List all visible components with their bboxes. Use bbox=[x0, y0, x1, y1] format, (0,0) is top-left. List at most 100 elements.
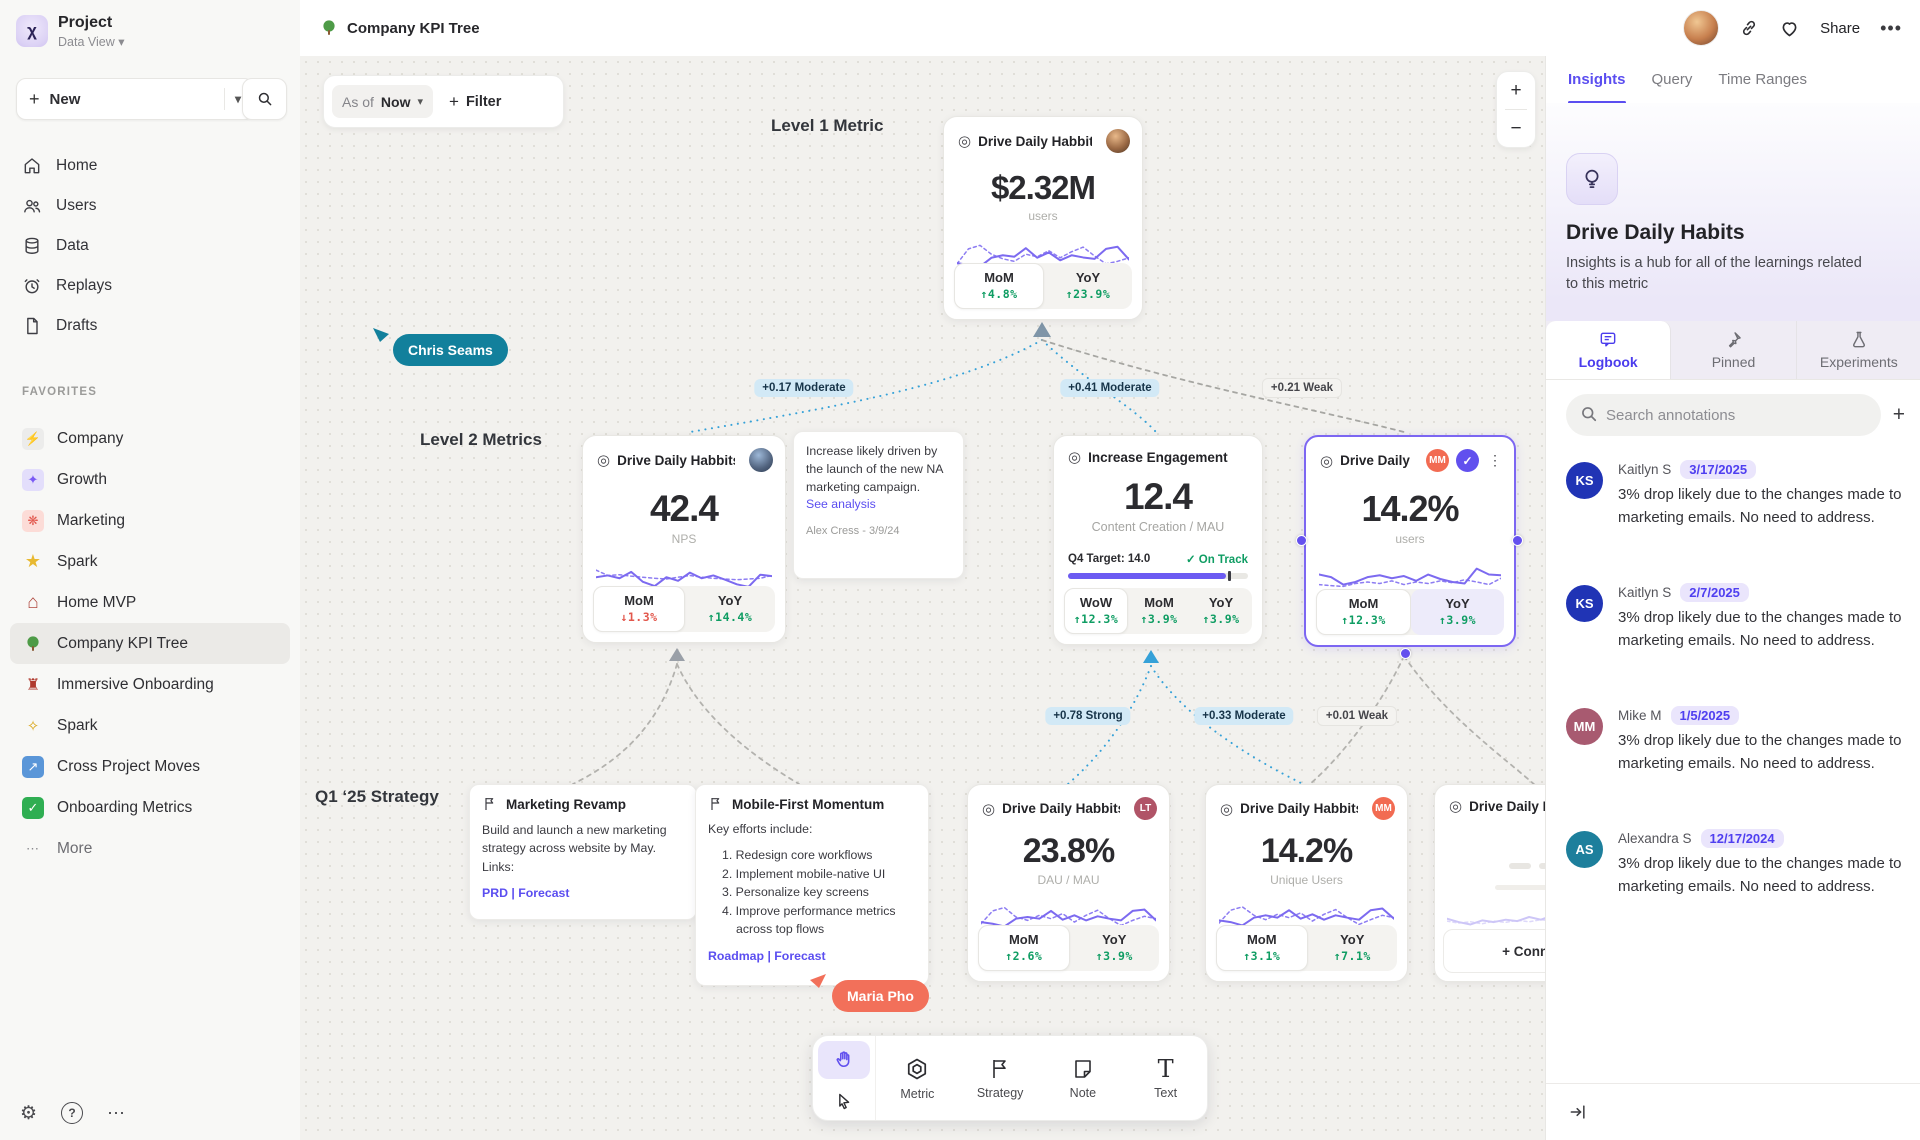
insights-panel: Insights Query Time Ranges Drive Daily H… bbox=[1545, 56, 1920, 1140]
stat-mom[interactable]: MoM ↑4.8% bbox=[954, 263, 1044, 309]
stat-mom[interactable]: MoM ↑3.9% bbox=[1140, 595, 1178, 626]
as-of-dropdown[interactable]: As of Now ▾ bbox=[332, 85, 433, 118]
overflow-menu-icon[interactable]: ••• bbox=[1880, 17, 1902, 38]
strategy-card-marketing-revamp[interactable]: Marketing Revamp Build and launch a new … bbox=[469, 784, 697, 920]
kpi-tree-canvas[interactable]: As of Now ▾ + Filter + − Level 1 Metric … bbox=[300, 56, 1545, 1140]
sidebar-search-button[interactable] bbox=[242, 78, 287, 120]
share-button[interactable]: Share bbox=[1820, 19, 1861, 37]
metric-target-icon: ◎ bbox=[1320, 452, 1334, 470]
favorite-onboarding-metrics[interactable]: ✓ Onboarding Metrics bbox=[10, 787, 290, 828]
collapse-panel-icon[interactable] bbox=[1568, 1102, 1588, 1122]
selection-handle[interactable] bbox=[1512, 535, 1523, 546]
target-progress-bar bbox=[1068, 571, 1248, 581]
subtab-experiments[interactable]: Experiments bbox=[1797, 321, 1920, 379]
sidebar-item-users[interactable]: Users bbox=[10, 186, 290, 226]
sparkline-chart bbox=[981, 897, 1156, 937]
tab-insights[interactable]: Insights bbox=[1568, 56, 1626, 104]
annotation-list: KS Kaitlyn S 3/17/2025 3% drop likely du… bbox=[1566, 460, 1907, 952]
search-annotations-input[interactable] bbox=[1566, 394, 1881, 436]
more-options-icon[interactable]: ⋯ bbox=[107, 1102, 127, 1123]
stat-yoy[interactable]: YoY ↑3.9% bbox=[1202, 595, 1240, 626]
favorite-company[interactable]: ⚡ Company bbox=[10, 418, 290, 459]
annotation-item[interactable]: KS Kaitlyn S 3/17/2025 3% drop likely du… bbox=[1566, 460, 1907, 556]
filter-button[interactable]: + Filter bbox=[449, 91, 502, 111]
project-switcher[interactable]: χ Project Data View ▾ bbox=[16, 14, 125, 49]
zoom-out-button[interactable]: − bbox=[1510, 117, 1522, 139]
card-menu-icon[interactable]: ⋮ bbox=[1488, 452, 1502, 468]
strategy-links[interactable]: PRD | Forecast bbox=[482, 886, 570, 901]
project-view-dropdown[interactable]: Data View ▾ bbox=[58, 34, 125, 49]
user-avatar[interactable] bbox=[1683, 10, 1720, 46]
correlation-label: +0.33 Moderate bbox=[1194, 707, 1294, 725]
connect-button[interactable]: + Connect bbox=[1443, 929, 1545, 973]
favorite-home-mvp[interactable]: ⌂ Home MVP bbox=[10, 582, 290, 623]
chevron-down-icon[interactable]: ▾ bbox=[234, 92, 241, 106]
metric-unit: DAU / MAU bbox=[1037, 873, 1100, 887]
subtab-logbook[interactable]: Logbook bbox=[1546, 321, 1672, 379]
plus-icon: + bbox=[449, 91, 459, 111]
metric-card-nps[interactable]: ◎ Drive Daily Habbits 42.4 NPS MoM ↓1.3%… bbox=[582, 435, 786, 643]
metric-hexagon-icon bbox=[908, 1058, 927, 1079]
favorite-marketing[interactable]: ❋ Marketing bbox=[10, 500, 290, 541]
help-icon[interactable]: ? bbox=[61, 1102, 84, 1124]
sidebar-item-replays[interactable]: Replays bbox=[10, 266, 290, 306]
strategy-tool-button[interactable]: Strategy bbox=[959, 1036, 1042, 1120]
text-tool-button[interactable]: T Text bbox=[1154, 1054, 1178, 1100]
favorite-cross-project-moves[interactable]: ↗ Cross Project Moves bbox=[10, 746, 290, 787]
stat-yoy[interactable]: YoY ↑3.9% bbox=[1095, 932, 1133, 963]
annotation-text: 3% drop likely due to the changes made t… bbox=[1618, 486, 1902, 526]
annotation-item[interactable]: AS Alexandra S 12/17/2024 3% drop likely… bbox=[1566, 829, 1907, 925]
note-tool-button[interactable]: Note bbox=[1042, 1036, 1125, 1120]
placeholder-bars bbox=[1435, 863, 1545, 869]
add-annotation-button[interactable]: + bbox=[1892, 403, 1905, 426]
metric-card-engagement[interactable]: ◎ Increase Engagement 12.4 Content Creat… bbox=[1053, 435, 1263, 645]
hand-tool-button[interactable] bbox=[818, 1041, 870, 1079]
metric-unit: users bbox=[1028, 209, 1058, 223]
copy-link-icon[interactable] bbox=[1739, 18, 1759, 38]
stat-yoy[interactable]: YoY ↑14.4% bbox=[707, 593, 753, 624]
settings-gear-icon[interactable]: ⚙ bbox=[20, 1102, 38, 1124]
stat-yoy[interactable]: YoY ↑23.9% bbox=[1065, 270, 1111, 301]
stat-mom[interactable]: MoM ↑12.3% bbox=[1316, 589, 1411, 635]
favorite-spark[interactable]: ★ Spark bbox=[10, 541, 290, 582]
metric-value: 14.2% bbox=[1260, 832, 1353, 870]
annotation-author: Alexandra S bbox=[1618, 831, 1692, 846]
zoom-in-button[interactable]: + bbox=[1510, 79, 1522, 101]
new-button[interactable]: + New ▾ bbox=[16, 78, 254, 120]
select-tool-button[interactable] bbox=[813, 1084, 875, 1120]
sidebar-item-data[interactable]: Data bbox=[10, 226, 290, 266]
stat-yoy[interactable]: YoY ↑3.9% bbox=[1411, 589, 1504, 635]
favorite-growth[interactable]: ✦ Growth bbox=[10, 459, 290, 500]
metric-card-selected[interactable]: ◎ Drive Daily Habb.. MM ✓ ⋮ 14.2% users … bbox=[1304, 435, 1516, 647]
favorite-company-kpi-tree[interactable]: Company KPI Tree bbox=[10, 623, 290, 664]
annotation-item[interactable]: KS Kaitlyn S 2/7/2025 3% drop likely due… bbox=[1566, 583, 1907, 679]
selection-handle[interactable] bbox=[1400, 648, 1411, 659]
strategy-card-mobile-first[interactable]: Mobile-First Momentum Key efforts includ… bbox=[695, 784, 929, 986]
stat-wow[interactable]: WoW ↑12.3% bbox=[1064, 588, 1128, 634]
sidebar-more[interactable]: ⋯ More bbox=[10, 828, 290, 869]
stat-mom[interactable]: MoM ↓1.3% bbox=[593, 586, 685, 632]
annotation-item[interactable]: MM Mike M 1/5/2025 3% drop likely due to… bbox=[1566, 706, 1907, 802]
strategy-links[interactable]: Roadmap | Forecast bbox=[708, 948, 826, 963]
favorite-spark-2[interactable]: ✧ Spark bbox=[10, 705, 290, 746]
sidebar-item-drafts[interactable]: Drafts bbox=[10, 306, 290, 346]
analysis-note[interactable]: Increase likely driven by the launch of … bbox=[793, 431, 964, 579]
stat-yoy[interactable]: YoY ↑7.1% bbox=[1333, 932, 1371, 963]
sparkline-chart bbox=[1319, 557, 1501, 601]
stat-mom[interactable]: MoM ↑3.1% bbox=[1216, 925, 1308, 971]
text-icon: T bbox=[1157, 1054, 1174, 1083]
selection-handle[interactable] bbox=[1296, 535, 1307, 546]
stat-mom[interactable]: MoM ↑2.6% bbox=[978, 925, 1070, 971]
subtab-pinned[interactable]: Pinned bbox=[1671, 321, 1797, 379]
sidebar-item-home[interactable]: Home bbox=[10, 146, 290, 186]
metric-card-level1[interactable]: ◎ Drive Daily Habbits $2.32M users MoM ↑… bbox=[943, 116, 1143, 320]
metric-card-unique-users[interactable]: ◎ Drive Daily Habbits MM 14.2% Unique Us… bbox=[1205, 784, 1408, 982]
metric-card-dau-mau[interactable]: ◎ Drive Daily Habbits LT 23.8% DAU / MAU… bbox=[967, 784, 1170, 982]
metric-card-empty[interactable]: ◎ Drive Daily Hab + Connect bbox=[1434, 784, 1545, 982]
favorite-heart-icon[interactable] bbox=[1779, 18, 1800, 39]
metric-tool-button[interactable]: Metric bbox=[876, 1036, 959, 1120]
see-analysis-link[interactable]: See analysis bbox=[806, 497, 876, 512]
favorite-immersive-onboarding[interactable]: ♜ Immersive Onboarding bbox=[10, 664, 290, 705]
tab-query[interactable]: Query bbox=[1651, 71, 1693, 88]
tab-time-ranges[interactable]: Time Ranges bbox=[1718, 71, 1808, 88]
